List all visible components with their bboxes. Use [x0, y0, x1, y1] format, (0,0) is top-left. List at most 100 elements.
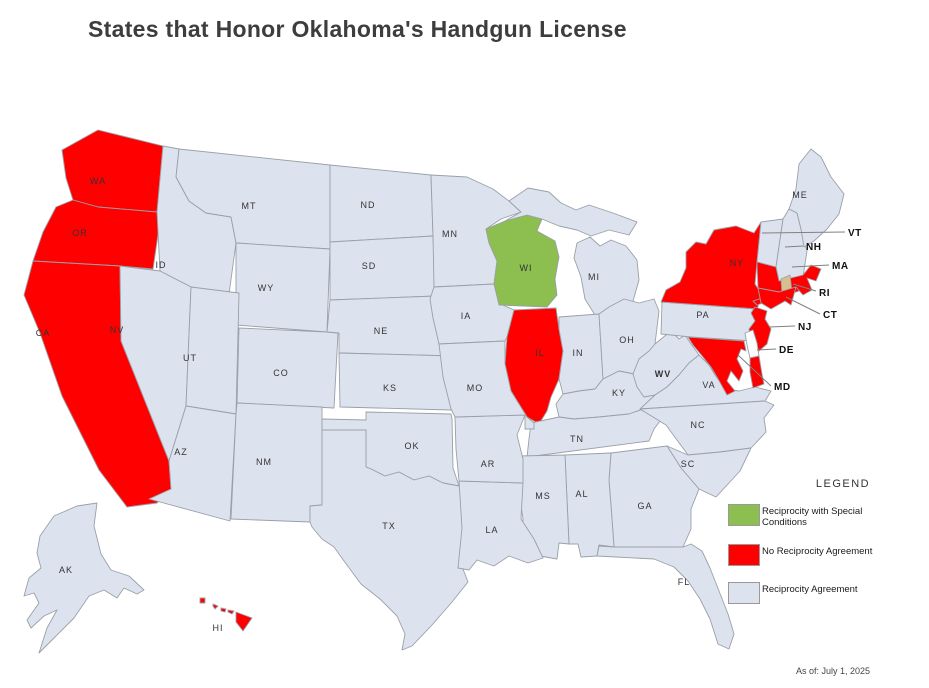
- legend-item-agreement: Reciprocity Agreement: [728, 582, 928, 604]
- state-label-ne: NE: [374, 326, 389, 336]
- state-label-in: IN: [573, 348, 584, 358]
- state-maryland-eastern-shore: [749, 355, 765, 389]
- state-louisiana: [457, 480, 544, 571]
- state-label-il: IL: [535, 348, 545, 358]
- callout-label-vt: VT: [848, 228, 862, 239]
- legend: LEGEND Reciprocity with Special Conditio…: [728, 478, 928, 620]
- state-maryland: [687, 336, 747, 396]
- callout-label-nh: NH: [806, 242, 821, 253]
- leader-line-nh: [784, 245, 804, 248]
- state-label-nc: NC: [691, 420, 706, 430]
- legend-item-special: Reciprocity with Special Conditions: [728, 504, 928, 528]
- state-alabama: [564, 452, 615, 558]
- state-label-or: OR: [72, 228, 88, 238]
- state-label-ms: MS: [535, 491, 551, 501]
- page-title: States that Honor Oklahoma's Handgun Lic…: [88, 16, 627, 42]
- state-south-dakota: [329, 235, 437, 301]
- state-label-ut: UT: [183, 353, 197, 363]
- as-of-date: As of: July 1, 2025: [796, 666, 871, 676]
- state-hawaii-island: [220, 607, 227, 613]
- leader-line-ma: [791, 264, 830, 268]
- callout-label-ma: MA: [832, 261, 849, 272]
- state-wyoming: [235, 242, 331, 333]
- state-label-ny: NY: [730, 258, 745, 268]
- callout-label-ri: RI: [819, 288, 830, 299]
- legend-item-none: No Reciprocity Agreement: [728, 544, 928, 566]
- state-label-tx: TX: [382, 521, 396, 531]
- state-label-wi: WI: [520, 263, 533, 273]
- state-label-ky: KY: [612, 388, 626, 398]
- callout-leader-lines: VT NH MA RI CT NJ DE MD: [737, 228, 862, 393]
- state-label-mo: MO: [467, 383, 484, 393]
- state-kansas: [338, 352, 455, 411]
- state-label-hi: HI: [213, 623, 224, 633]
- callout-label-de: DE: [779, 345, 794, 356]
- state-label-ia: IA: [461, 311, 472, 321]
- state-labels: WA OR CA ID MT WY NV UT AZ CO NM ND SD NE KS OK TX MN IA MO…: [36, 176, 808, 633]
- state-label-wa: WA: [90, 176, 106, 186]
- state-connecticut: [757, 286, 797, 310]
- state-label-me: ME: [792, 190, 808, 200]
- state-north-carolina: [639, 400, 775, 456]
- callout-label-ct: CT: [823, 310, 837, 321]
- state-oregon: [32, 199, 161, 270]
- state-label-sc: SC: [681, 459, 696, 469]
- state-label-tn: TN: [570, 434, 584, 444]
- state-label-ca: CA: [36, 328, 51, 338]
- state-label-wy: WY: [258, 283, 275, 293]
- state-label-nv: NV: [110, 325, 125, 335]
- state-texas: [309, 429, 480, 651]
- state-label-ga: GA: [637, 501, 652, 511]
- state-hawaii-island: [227, 609, 235, 615]
- state-label-fl: FL: [678, 577, 691, 587]
- leader-line-vt: [761, 231, 846, 234]
- state-label-az: AZ: [174, 447, 188, 457]
- state-virginia: [639, 354, 772, 410]
- state-hawaii-island: [212, 603, 219, 610]
- state-utah: [185, 286, 240, 415]
- legend-label-agreement: Reciprocity Agreement: [762, 584, 858, 595]
- state-hawaii-island: [199, 597, 206, 604]
- legend-swatch-agreement: [728, 582, 760, 604]
- legend-label-none: No Reciprocity Agreement: [762, 546, 873, 557]
- state-label-co: CO: [273, 368, 289, 378]
- state-label-wv: WV: [655, 369, 672, 379]
- state-label-va: VA: [702, 380, 715, 390]
- state-colorado: [236, 327, 339, 409]
- legend-title: LEGEND: [815, 478, 871, 490]
- leader-line-ri: [792, 283, 817, 292]
- state-label-ok: OK: [404, 441, 419, 451]
- state-label-la: LA: [485, 525, 498, 535]
- state-label-mt: MT: [242, 201, 257, 211]
- state-north-dakota: [329, 164, 434, 243]
- state-new-mexico: [230, 402, 323, 523]
- leader-line-ct: [785, 296, 821, 315]
- leader-line-nj: [768, 325, 796, 328]
- legend-swatch-special: [728, 504, 760, 526]
- state-florida: [596, 543, 735, 650]
- state-label-ak: AK: [59, 565, 73, 575]
- legend-label-special: Reciprocity with Special Conditions: [762, 506, 863, 528]
- state-label-oh: OH: [619, 335, 635, 345]
- state-maine: [788, 148, 845, 248]
- state-alaska: [23, 502, 145, 654]
- leader-line-de: [756, 348, 777, 351]
- state-label-nm: NM: [256, 457, 272, 467]
- state-michigan-lower: [573, 236, 640, 316]
- state-label-al: AL: [575, 489, 588, 499]
- state-michigan-upper: [504, 187, 638, 237]
- state-label-nd: ND: [361, 200, 376, 210]
- legend-swatch-none: [728, 544, 760, 566]
- state-washington: [61, 129, 164, 213]
- state-label-pa: PA: [696, 310, 709, 320]
- state-label-id: ID: [156, 260, 167, 270]
- callout-label-md: MD: [774, 382, 791, 393]
- state-missouri: [438, 340, 535, 430]
- state-new-york: [660, 221, 763, 310]
- state-label-ks: KS: [383, 383, 397, 393]
- state-label-mi: MI: [588, 272, 600, 282]
- state-label-mn: MN: [442, 229, 458, 239]
- callout-label-nj: NJ: [798, 322, 812, 333]
